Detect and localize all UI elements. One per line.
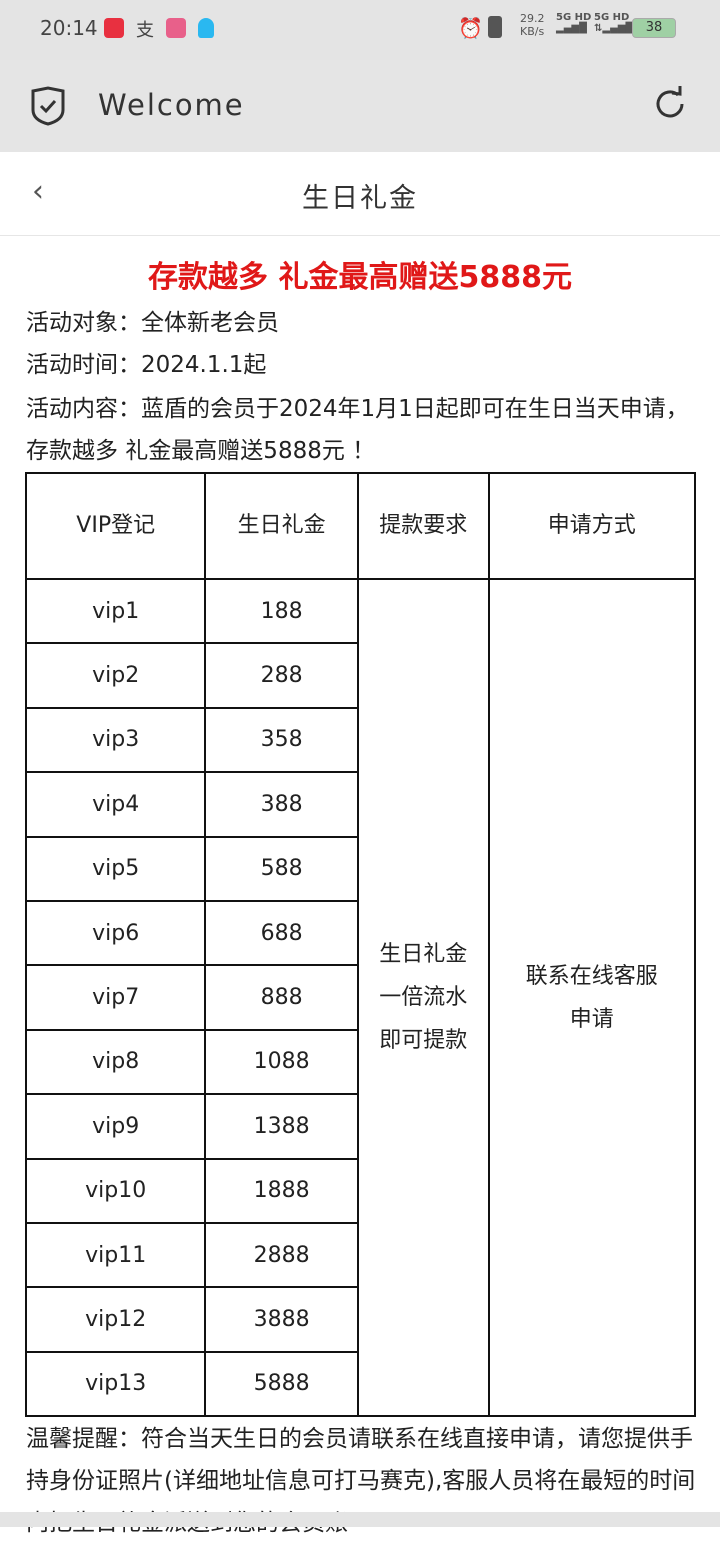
refresh-icon[interactable] [652, 86, 688, 122]
sim2-label: 5G HD [594, 12, 630, 23]
vip-level: vip1 [24, 577, 207, 645]
vip-level: vip5 [24, 835, 207, 902]
requirement-cell: 生日礼金一倍流水即可提款 [356, 577, 490, 1418]
vip-level: vip11 [24, 1221, 207, 1289]
alarm-icon: ⏰ [458, 16, 483, 40]
bonus-amount: 2888 [204, 1221, 359, 1289]
back-button[interactable]: ‹ [32, 174, 44, 209]
table-row: vip9 1388 [24, 1093, 695, 1160]
net-speed-value: 29.2 [520, 12, 545, 25]
vibrate-icon [488, 16, 502, 38]
header-requirement: 提款要求 [356, 472, 490, 580]
table-row: vip4 388 [24, 771, 695, 838]
alipay-icon: 支 [136, 20, 154, 41]
sim1-label: 5G HD [556, 12, 592, 23]
app-icon [166, 18, 186, 38]
table-row: vip11 2888 [24, 1221, 695, 1289]
info-target: 活动对象：全体新老会员 [26, 310, 279, 336]
shield-icon [31, 86, 65, 126]
xiaohongshu-icon [104, 18, 124, 38]
table-row: vip3 358 [24, 706, 695, 774]
vip-level: vip3 [24, 706, 207, 774]
table-row: vip8 1088 [24, 1028, 695, 1096]
app-title: Welcome [98, 88, 245, 122]
qq-icon [198, 18, 214, 38]
vip-level: vip2 [24, 642, 207, 709]
bottom-bar [0, 1512, 720, 1527]
vip-level: vip8 [24, 1028, 207, 1096]
bonus-amount: 288 [204, 642, 359, 709]
vip-level: vip9 [24, 1093, 207, 1160]
requirement-line: 生日礼金 [379, 942, 468, 968]
battery-indicator: 38 [632, 18, 676, 38]
table-row: vip13 5888 [24, 1350, 695, 1418]
vip-level: vip10 [24, 1157, 207, 1224]
bonus-amount: 688 [204, 899, 359, 967]
promo-headline: 存款越多 礼金最高赠送5888元 [148, 260, 572, 295]
app-bar: Welcome [0, 60, 720, 152]
info-time: 活动时间：2024.1.1起 [26, 352, 267, 378]
bonus-amount: 888 [204, 964, 359, 1031]
table-row: vip10 1888 [24, 1157, 695, 1224]
requirement-line: 即可提款 [379, 1028, 468, 1054]
bonus-amount: 188 [204, 577, 359, 645]
vip-bonus-table: VIP登记 生日礼金 提款要求 申请方式 vip1 188 生日礼金 一倍流水 即可提款… [24, 472, 697, 1418]
table-row: vip2 288 [24, 642, 695, 709]
vip-level: vip13 [24, 1350, 207, 1418]
table-row: vip1 188 生日礼金 一倍流水 即可提款 联系在线客服申请 [24, 577, 697, 1418]
bonus-amount: 388 [204, 771, 359, 838]
bonus-amount: 588 [204, 835, 359, 902]
sim1-signal: 5G HD ▂▄▆█ [556, 12, 592, 34]
table-row: vip12 3888 [24, 1286, 695, 1353]
net-speed: 29.2 KB/s [520, 12, 545, 38]
method-cell: 联系在线客服申请 [487, 577, 697, 1418]
nav-bar: ‹ 生日礼金 [0, 152, 720, 236]
sim2-signal: 5G HD ⇅▂▄▆█ [594, 12, 634, 34]
bonus-amount: 5888 [204, 1350, 359, 1418]
net-speed-unit: KB/s [520, 25, 545, 38]
info-content: 活动内容：蓝盾的会员于2024年1月1日起即可在生日当天申请，存款越多 礼金最高… [26, 396, 689, 464]
vip-level: vip4 [24, 771, 207, 838]
status-bar: 20:14 支 ⏰ 29.2 KB/s 5G HD ▂▄▆█ 5G HD ⇅▂▄▆█ … [0, 0, 720, 60]
table-row: vip6 688 [24, 899, 695, 967]
requirement-line: 一倍流水 [379, 985, 468, 1011]
clock: 20:14 [40, 16, 98, 40]
vip-level: vip12 [24, 1286, 207, 1353]
header-bonus: 生日礼金 [204, 472, 359, 580]
vip-level: vip7 [24, 964, 207, 1031]
page-title: 生日礼金 [302, 183, 418, 214]
bonus-amount: 3888 [204, 1286, 359, 1353]
table-row: vip5 588 [24, 835, 695, 902]
header-vip: VIP登记 [24, 472, 207, 580]
bonus-amount: 1888 [204, 1157, 359, 1224]
bonus-amount: 358 [204, 706, 359, 774]
vip-level: vip6 [24, 899, 207, 967]
bonus-amount: 1088 [204, 1028, 359, 1096]
header-method: 申请方式 [487, 472, 697, 580]
table-row: vip7 888 [24, 964, 695, 1031]
bonus-amount: 1388 [204, 1093, 359, 1160]
